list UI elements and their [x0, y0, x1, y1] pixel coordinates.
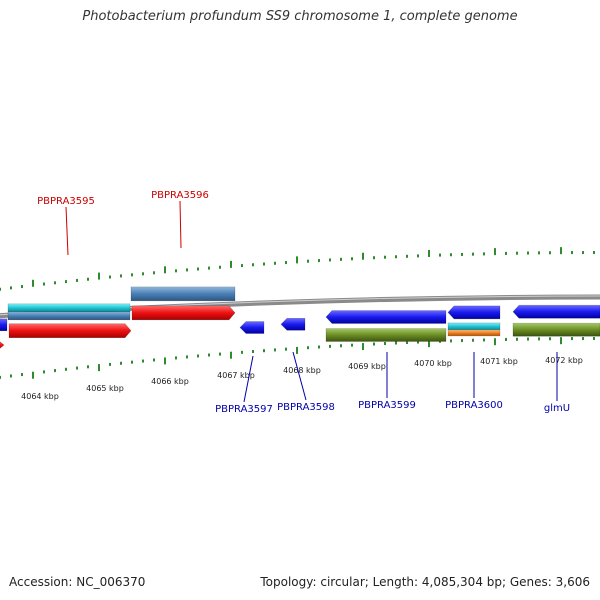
cyan-track-segment — [7, 303, 131, 313]
cds-pbpra3596 — [131, 305, 236, 321]
leader-line-pbpra3596 — [179, 200, 182, 249]
gene-label-pbpra3598: PBPRA3598 — [277, 402, 335, 413]
scale-label-4069: 4069 kbp — [348, 362, 386, 371]
cds-pbpra3600 — [447, 305, 501, 320]
gene-label-pbpra3600: PBPRA3600 — [445, 400, 503, 411]
scale-label-4066: 4066 kbp — [151, 377, 189, 386]
olive-track-segment — [325, 328, 447, 342]
cds-partial-left — [0, 341, 5, 349]
scale-label-4067: 4067 kbp — [217, 371, 255, 380]
feature-partial-left-upper — [0, 318, 8, 332]
steelblue-track-segment — [130, 286, 236, 302]
accession-label: Accession: NC_006370 — [9, 575, 146, 589]
gene-label-pbpra3595: PBPRA3595 — [37, 196, 95, 207]
gene-label-pbpra3599: PBPRA3599 — [358, 400, 416, 411]
scale-label-4068: 4068 kbp — [283, 366, 321, 375]
leader-line-pbpra3598 — [292, 351, 307, 401]
orange-track-segment — [447, 329, 501, 337]
gene-label-pbpra3596: PBPRA3596 — [151, 190, 209, 201]
scale-label-4064: 4064 kbp — [21, 392, 59, 401]
scale-label-4065: 4065 kbp — [86, 384, 124, 393]
cds-pbpra3597 — [239, 321, 265, 334]
gene-label-glmu: glmU — [544, 403, 570, 414]
steelblue-track-segment — [7, 311, 131, 321]
cds-pbpra3599 — [325, 310, 447, 324]
cds-glmu — [512, 304, 600, 319]
scale-label-4072: 4072 kbp — [545, 356, 583, 365]
leader-line-pbpra3595 — [65, 206, 69, 256]
page-title: Photobacterium profundum SS9 chromosome … — [82, 9, 518, 24]
cds-pbpra3595 — [8, 323, 132, 339]
cds-pbpra3598 — [280, 318, 306, 331]
genome-stats-label: Topology: circular; Length: 4,085,304 bp… — [260, 575, 590, 589]
gene-label-pbpra3597: PBPRA3597 — [215, 404, 273, 415]
olive-track-segment — [512, 322, 600, 337]
cyan-track-segment — [447, 322, 501, 331]
scale-label-4071: 4071 kbp — [480, 357, 518, 366]
scale-label-4070: 4070 kbp — [414, 359, 452, 368]
leader-line-pbpra3597 — [243, 355, 254, 403]
